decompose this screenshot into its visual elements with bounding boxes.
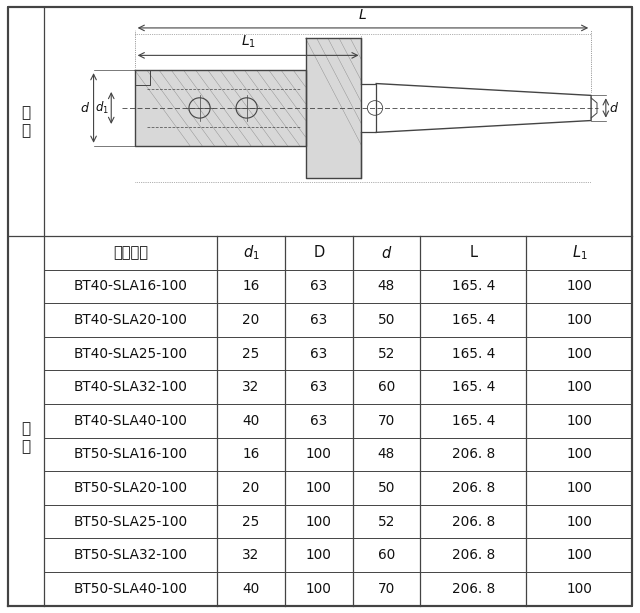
Text: 32: 32 xyxy=(243,548,260,562)
Text: BT50-SLA40-100: BT50-SLA40-100 xyxy=(74,582,188,596)
Text: 16: 16 xyxy=(243,280,260,294)
Text: BT40-SLA32-100: BT40-SLA32-100 xyxy=(74,380,188,394)
Text: 100: 100 xyxy=(306,582,332,596)
Text: 60: 60 xyxy=(378,548,395,562)
Text: BT50-SLA20-100: BT50-SLA20-100 xyxy=(74,481,188,495)
Text: 165. 4: 165. 4 xyxy=(452,313,495,327)
Text: 165. 4: 165. 4 xyxy=(452,414,495,428)
Text: L: L xyxy=(469,245,477,261)
Text: 50: 50 xyxy=(378,481,395,495)
Text: 206. 8: 206. 8 xyxy=(452,582,495,596)
Text: 100: 100 xyxy=(566,548,592,562)
Text: 参
数: 参 数 xyxy=(21,421,31,454)
Text: 70: 70 xyxy=(378,582,395,596)
Text: 165. 4: 165. 4 xyxy=(452,346,495,360)
Text: 70: 70 xyxy=(378,414,395,428)
Text: 52: 52 xyxy=(378,515,395,528)
Text: 型号规格: 型号规格 xyxy=(113,245,148,261)
Text: 100: 100 xyxy=(566,380,592,394)
Text: BT40-SLA16-100: BT40-SLA16-100 xyxy=(74,280,188,294)
Text: 63: 63 xyxy=(310,313,328,327)
Text: 100: 100 xyxy=(566,346,592,360)
Text: $L_1$: $L_1$ xyxy=(241,34,255,50)
Text: 206. 8: 206. 8 xyxy=(452,447,495,462)
Text: 100: 100 xyxy=(566,414,592,428)
Text: BT50-SLA32-100: BT50-SLA32-100 xyxy=(74,548,188,562)
Text: 100: 100 xyxy=(566,280,592,294)
Text: 100: 100 xyxy=(566,313,592,327)
Text: 48: 48 xyxy=(378,280,395,294)
Text: $d$: $d$ xyxy=(81,101,90,115)
Text: D: D xyxy=(313,245,324,261)
Text: 100: 100 xyxy=(306,548,332,562)
Text: $L$: $L$ xyxy=(358,8,367,22)
Text: 示
图: 示 图 xyxy=(21,105,31,138)
Text: 20: 20 xyxy=(243,313,260,327)
Text: BT40-SLA25-100: BT40-SLA25-100 xyxy=(74,346,188,360)
Text: 50: 50 xyxy=(378,313,395,327)
Text: 60: 60 xyxy=(378,380,395,394)
Text: BT40-SLA40-100: BT40-SLA40-100 xyxy=(74,414,188,428)
Bar xyxy=(305,38,362,178)
Text: 63: 63 xyxy=(310,380,328,394)
Text: 52: 52 xyxy=(378,346,395,360)
Text: 16: 16 xyxy=(243,447,260,462)
Text: $d_1$: $d_1$ xyxy=(95,100,109,116)
Text: 100: 100 xyxy=(566,582,592,596)
Text: 100: 100 xyxy=(566,447,592,462)
Text: 100: 100 xyxy=(566,481,592,495)
Text: 100: 100 xyxy=(306,447,332,462)
Text: $d_1$: $d_1$ xyxy=(243,243,259,262)
Text: 25: 25 xyxy=(243,515,260,528)
Text: $d$: $d$ xyxy=(381,245,392,261)
Text: 100: 100 xyxy=(306,515,332,528)
Text: 206. 8: 206. 8 xyxy=(452,481,495,495)
Text: 32: 32 xyxy=(243,380,260,394)
Text: BT50-SLA25-100: BT50-SLA25-100 xyxy=(74,515,188,528)
Text: $d$: $d$ xyxy=(609,101,619,115)
Text: $L_1$: $L_1$ xyxy=(572,243,587,262)
Text: BT40-SLA20-100: BT40-SLA20-100 xyxy=(74,313,188,327)
Text: 100: 100 xyxy=(306,481,332,495)
Text: 206. 8: 206. 8 xyxy=(452,515,495,528)
Text: 48: 48 xyxy=(378,447,395,462)
Text: 63: 63 xyxy=(310,346,328,360)
Text: 100: 100 xyxy=(566,515,592,528)
Text: 40: 40 xyxy=(243,582,260,596)
Text: 165. 4: 165. 4 xyxy=(452,380,495,394)
Text: 63: 63 xyxy=(310,280,328,294)
Text: 63: 63 xyxy=(310,414,328,428)
Text: BT50-SLA16-100: BT50-SLA16-100 xyxy=(74,447,188,462)
Text: 165. 4: 165. 4 xyxy=(452,280,495,294)
Bar xyxy=(135,70,305,146)
Text: 25: 25 xyxy=(243,346,260,360)
Text: 206. 8: 206. 8 xyxy=(452,548,495,562)
Text: 20: 20 xyxy=(243,481,260,495)
Text: 40: 40 xyxy=(243,414,260,428)
